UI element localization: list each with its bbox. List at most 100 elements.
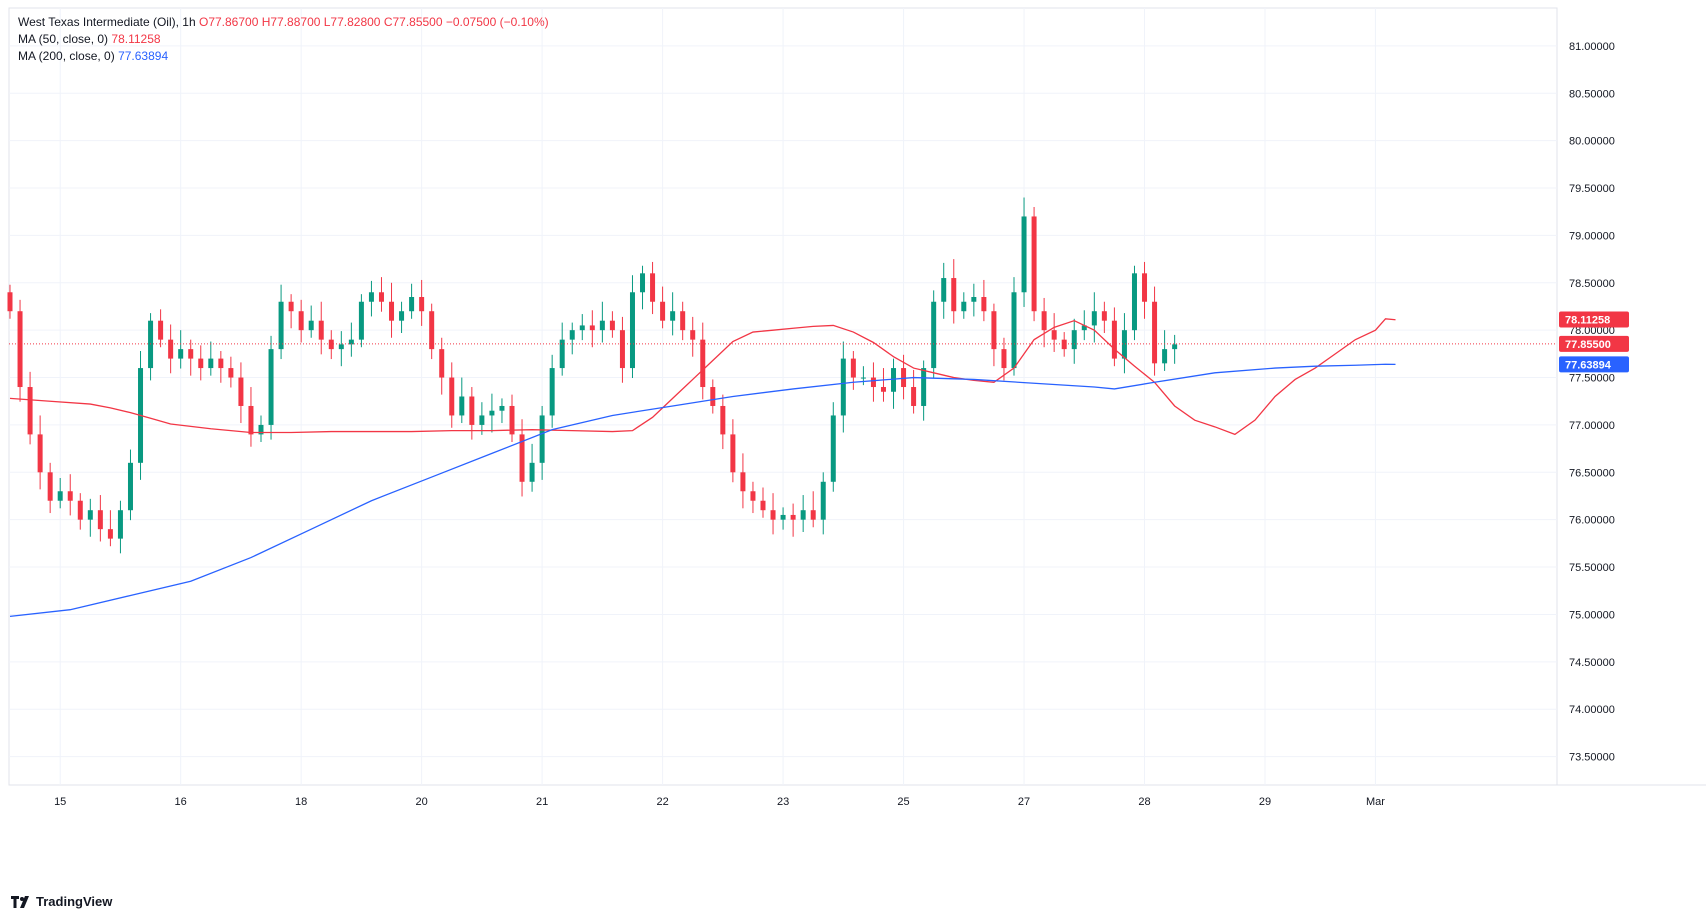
candle [850, 351, 856, 390]
candle-body [17, 311, 23, 388]
x-tick-label: 16 [175, 796, 187, 808]
candle [680, 301, 686, 341]
candle-body [1031, 216, 1037, 312]
candle [991, 303, 997, 367]
candle [198, 345, 204, 381]
candle-body [469, 396, 475, 425]
candle-body [961, 301, 967, 312]
candle [1172, 334, 1178, 364]
price-label-bg [1559, 356, 1629, 373]
candle [127, 449, 133, 521]
candle-body [429, 311, 435, 350]
y-tick-label: 77.00000 [1569, 420, 1615, 432]
y-tick-label: 80.50000 [1569, 88, 1615, 100]
candle-body [519, 434, 525, 482]
x-tick-label: 27 [1018, 796, 1030, 808]
candle [218, 351, 224, 383]
candle-body [1091, 311, 1097, 326]
candle-body [670, 311, 676, 321]
candle [1041, 297, 1047, 348]
candle-body [37, 434, 43, 473]
candle-body [509, 405, 515, 435]
candle [931, 290, 937, 379]
candle [57, 477, 63, 509]
symbol-title: West Texas Intermediate (Oil), 1h [18, 15, 196, 29]
candle [348, 322, 354, 357]
candle [479, 402, 485, 435]
candle-body [971, 297, 977, 302]
tradingview-brand[interactable]: TradingView [10, 894, 112, 909]
candle-body [1051, 330, 1057, 340]
candle-body [328, 339, 334, 350]
candle [288, 294, 294, 329]
candle [1131, 265, 1137, 341]
candle [47, 462, 53, 514]
candle-body [559, 339, 565, 369]
candle-body [318, 320, 324, 340]
candle [1011, 277, 1017, 376]
candle-body [27, 387, 33, 435]
price-label-text: 77.85500 [1565, 339, 1611, 351]
candle [168, 324, 174, 374]
candle [700, 322, 706, 400]
candle-body [891, 368, 897, 392]
candle-body [1111, 320, 1117, 359]
candle-body [1101, 311, 1107, 321]
candle [770, 493, 776, 535]
candle [17, 299, 23, 402]
candle-body [268, 349, 274, 425]
candle-body [7, 292, 13, 312]
candle-body [760, 500, 766, 511]
legend-ma200-row[interactable]: MA (200, close, 0) 77.63894 [18, 48, 549, 65]
candle [178, 330, 184, 369]
candle [77, 493, 83, 530]
candle [1101, 301, 1107, 334]
tradingview-logo-icon [11, 895, 29, 908]
candle-body [720, 405, 726, 435]
candle-body [991, 311, 997, 350]
candle [228, 356, 234, 388]
legend-ma50-row[interactable]: MA (50, close, 0) 78.11258 [18, 31, 549, 48]
ma50-label: MA (50, close, 0) [18, 32, 109, 46]
candle-body [660, 301, 666, 321]
candle-body [931, 301, 937, 369]
ma200-value: 77.63894 [118, 49, 169, 63]
candle-body [1041, 311, 1047, 331]
candle-body [921, 368, 927, 406]
candle [941, 262, 947, 319]
candle [670, 292, 676, 336]
candle-body [499, 405, 505, 411]
candle-body [158, 320, 164, 340]
y-tick-label: 74.50000 [1569, 657, 1615, 669]
y-tick-label: 80.00000 [1569, 136, 1615, 148]
candle-body [1071, 330, 1077, 350]
candle-body [168, 339, 174, 359]
y-tick-label: 75.50000 [1569, 562, 1615, 574]
candle-body [1001, 349, 1007, 369]
candle-body [348, 339, 354, 345]
candle-body [1061, 339, 1067, 350]
y-tick-label: 73.50000 [1569, 752, 1615, 764]
candle-body [569, 330, 575, 340]
candle-body [489, 410, 495, 416]
candle-body [57, 491, 63, 501]
candle [971, 283, 977, 317]
candle [419, 279, 425, 326]
candle-body [258, 424, 264, 435]
candle-body [479, 415, 485, 425]
candle [158, 309, 164, 348]
candle-body [389, 301, 395, 321]
candle-body [740, 472, 746, 492]
candle-body [47, 472, 53, 501]
candle-body [850, 358, 856, 378]
candle [399, 301, 405, 334]
chart-legend: West Texas Intermediate (Oil), 1h O77.86… [18, 14, 549, 65]
y-axis: 73.50000 74.00000 74.50000 75.00000 75.50000… [9, 41, 1615, 764]
candle-body [629, 292, 635, 369]
brand-name: TradingView [36, 894, 113, 909]
candle [730, 419, 736, 483]
candle-body [1081, 325, 1087, 331]
candle [820, 472, 826, 535]
